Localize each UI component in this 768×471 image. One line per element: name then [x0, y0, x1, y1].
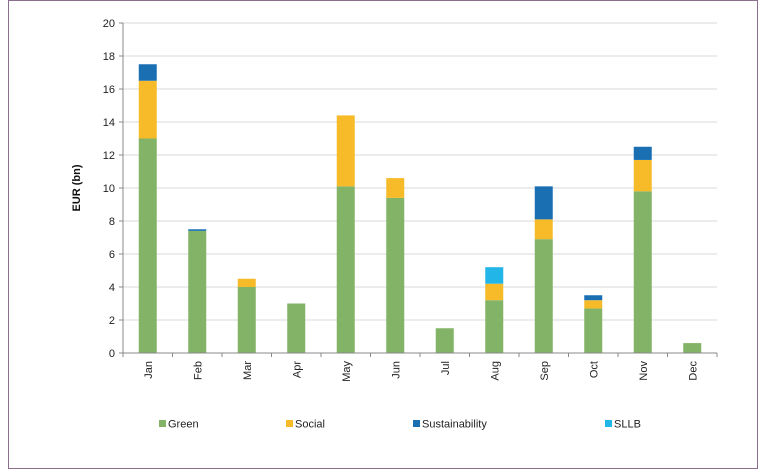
bar-sustainability-feb: [188, 229, 207, 231]
y-tick-label: 8: [109, 216, 115, 228]
legend-swatch-social: [286, 420, 293, 427]
y-tick-label: 6: [109, 249, 115, 261]
y-tick-labels: 0 2 4 6 8 10 12 14 16 18 20: [103, 18, 115, 360]
y-tick-label: 0: [109, 348, 115, 360]
bar-green-may: [336, 186, 355, 353]
bar-green-aug: [485, 300, 504, 353]
y-tick-label: 2: [109, 315, 115, 327]
gridlines: [123, 22, 717, 321]
x-tick-label: Dec: [687, 361, 699, 381]
legend-label-sllb: SLLB: [614, 419, 641, 431]
y-tick-label: 16: [103, 84, 115, 96]
legend-swatch-sllb: [605, 420, 612, 427]
x-tick-label: Jul: [440, 361, 452, 375]
bar-sustainability-sep: [534, 186, 553, 220]
bar-social-mar: [237, 278, 256, 287]
bar-social-jan: [138, 80, 157, 139]
bar-social-aug: [485, 283, 504, 301]
bar-green-nov: [633, 191, 652, 353]
bar-green-jan: [138, 138, 157, 353]
x-tick-label: Jun: [390, 361, 402, 379]
y-tick-label: 20: [103, 18, 115, 30]
legend-label-social: Social: [295, 419, 325, 431]
x-tick-label: Oct: [588, 361, 600, 378]
bar-sllb-aug: [485, 267, 504, 284]
bar-social-oct: [584, 300, 603, 309]
legend: Green Social Sustainability SLLB: [159, 419, 641, 431]
x-tick-label: Sep: [539, 361, 551, 381]
bar-sustainability-nov: [633, 146, 652, 160]
y-tick-label: 18: [103, 51, 115, 63]
y-axis-label: EUR (bn): [71, 164, 83, 211]
bar-green-mar: [237, 287, 256, 353]
bars: [138, 64, 702, 353]
legend-swatch-green: [159, 420, 166, 427]
x-tick-label: Mar: [242, 361, 254, 380]
bar-sustainability-oct: [584, 295, 603, 301]
y-tick-label: 4: [109, 282, 115, 294]
y-tick-label: 12: [103, 150, 115, 162]
bar-green-apr: [287, 303, 306, 353]
bar-social-sep: [534, 219, 553, 240]
bar-social-jun: [386, 178, 405, 198]
x-tick-label: Jan: [143, 361, 155, 379]
bar-green-feb: [188, 230, 207, 353]
bar-social-nov: [633, 159, 652, 192]
chart-frame: [8, 0, 758, 469]
x-tick-label: Feb: [192, 361, 204, 380]
bar-social-may: [336, 115, 355, 187]
legend-swatch-sustainability: [413, 420, 420, 427]
legend-label-green: Green: [168, 419, 199, 431]
x-tick-labels: Jan Feb Mar Apr May Jun Jul Aug Sep Oct Nov Dec: [143, 361, 700, 382]
x-tick-label: Aug: [489, 361, 501, 381]
legend-label-sustainability: Sustainability: [422, 419, 487, 431]
y-tick-label: 10: [103, 183, 115, 195]
bar-green-dec: [683, 343, 702, 353]
bar-green-jun: [386, 197, 405, 353]
x-tick-label: Nov: [638, 361, 650, 381]
bar-green-oct: [584, 308, 603, 353]
bar-green-sep: [534, 239, 553, 353]
x-tick-label: Apr: [291, 361, 303, 378]
axes: [119, 22, 718, 357]
bar-green-jul: [435, 328, 454, 353]
x-tick-label: May: [341, 361, 353, 382]
bar-sustainability-jan: [138, 64, 157, 81]
y-tick-label: 14: [103, 117, 115, 129]
